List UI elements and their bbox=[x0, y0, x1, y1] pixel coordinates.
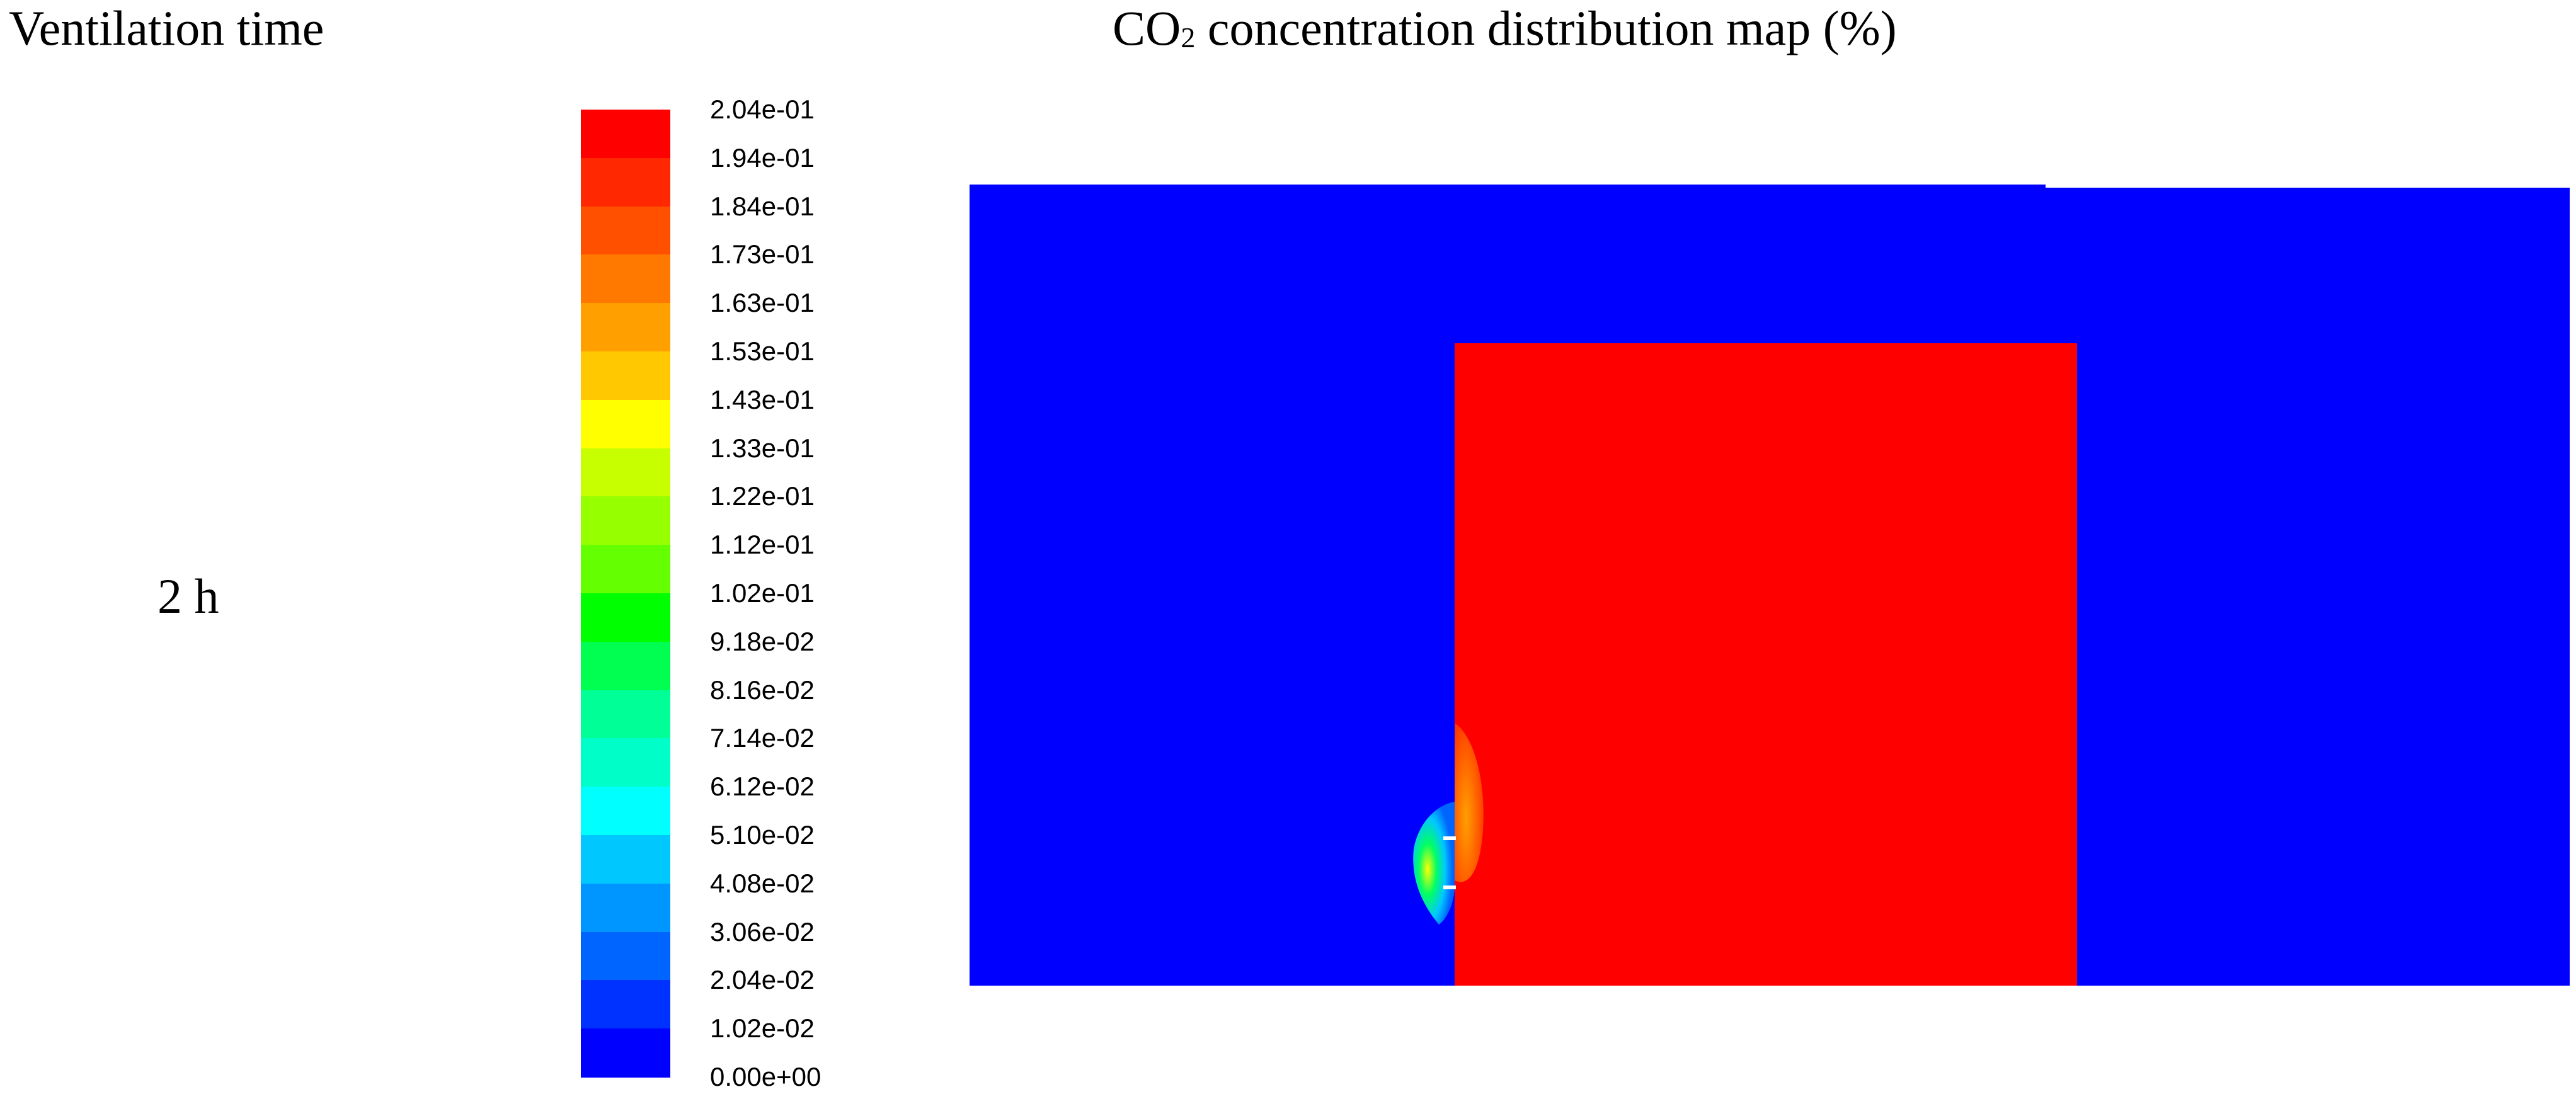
color-legend-step bbox=[581, 1028, 670, 1078]
color-legend-step bbox=[581, 835, 670, 884]
color-legend-step bbox=[581, 206, 670, 256]
color-legend-step bbox=[581, 254, 670, 304]
leak-plume bbox=[1413, 723, 1484, 925]
color-legend-step bbox=[581, 980, 670, 1030]
color-legend-label: 1.33e-01 bbox=[710, 433, 815, 463]
color-legend-label: 4.08e-02 bbox=[710, 868, 815, 898]
color-legend-step bbox=[581, 110, 670, 159]
color-legend-label: 8.16e-02 bbox=[710, 675, 815, 705]
color-legend-label: 7.14e-02 bbox=[710, 723, 815, 753]
color-legend-label: 9.18e-02 bbox=[710, 626, 815, 656]
concentration-map bbox=[970, 185, 2570, 986]
color-legend-step bbox=[581, 883, 670, 933]
color-legend-label: 3.06e-02 bbox=[710, 916, 815, 947]
color-legend-label: 1.53e-01 bbox=[710, 336, 815, 366]
color-legend-step bbox=[581, 593, 670, 642]
color-legend-label: 1.94e-01 bbox=[710, 142, 815, 173]
ventilation-time-value: 2 h bbox=[157, 569, 219, 624]
color-legend-step bbox=[581, 448, 670, 498]
color-legend-label: 2.04e-02 bbox=[710, 965, 815, 995]
color-legend-label: 6.12e-02 bbox=[710, 772, 815, 802]
color-legend-label: 1.22e-01 bbox=[710, 481, 815, 511]
color-legend-step bbox=[581, 641, 670, 691]
color-legend-label: 1.63e-01 bbox=[710, 288, 815, 318]
color-legend-step bbox=[581, 303, 670, 352]
color-legend-label: 1.12e-01 bbox=[710, 530, 815, 560]
ventilation-time-header: Ventilation time bbox=[9, 1, 324, 55]
color-legend-bar bbox=[581, 110, 670, 1078]
color-legend-step bbox=[581, 496, 670, 546]
color-legend-label: 5.10e-02 bbox=[710, 820, 815, 850]
color-legend-label: 1.02e-02 bbox=[710, 1013, 815, 1044]
color-legend-label: 1.84e-01 bbox=[710, 191, 815, 221]
color-legend-step bbox=[581, 545, 670, 594]
color-legend-label: 1.73e-01 bbox=[710, 239, 815, 270]
map-title: CO2 concentration distribution map (%) bbox=[1113, 1, 1897, 55]
color-legend-step bbox=[581, 738, 670, 788]
color-legend-step bbox=[581, 690, 670, 739]
color-legend-label: 0.00e+00 bbox=[710, 1062, 821, 1091]
color-legend-step bbox=[581, 931, 670, 981]
color-legend-step bbox=[581, 157, 670, 207]
color-legend-label: 2.04e-01 bbox=[710, 94, 815, 124]
high-concentration-region bbox=[1455, 343, 2077, 986]
color-legend-step bbox=[581, 351, 670, 401]
color-legend-label: 1.02e-01 bbox=[710, 578, 815, 608]
color-legend-step bbox=[581, 787, 670, 836]
color-legend-step bbox=[581, 399, 670, 449]
color-legend-label: 1.43e-01 bbox=[710, 384, 815, 414]
